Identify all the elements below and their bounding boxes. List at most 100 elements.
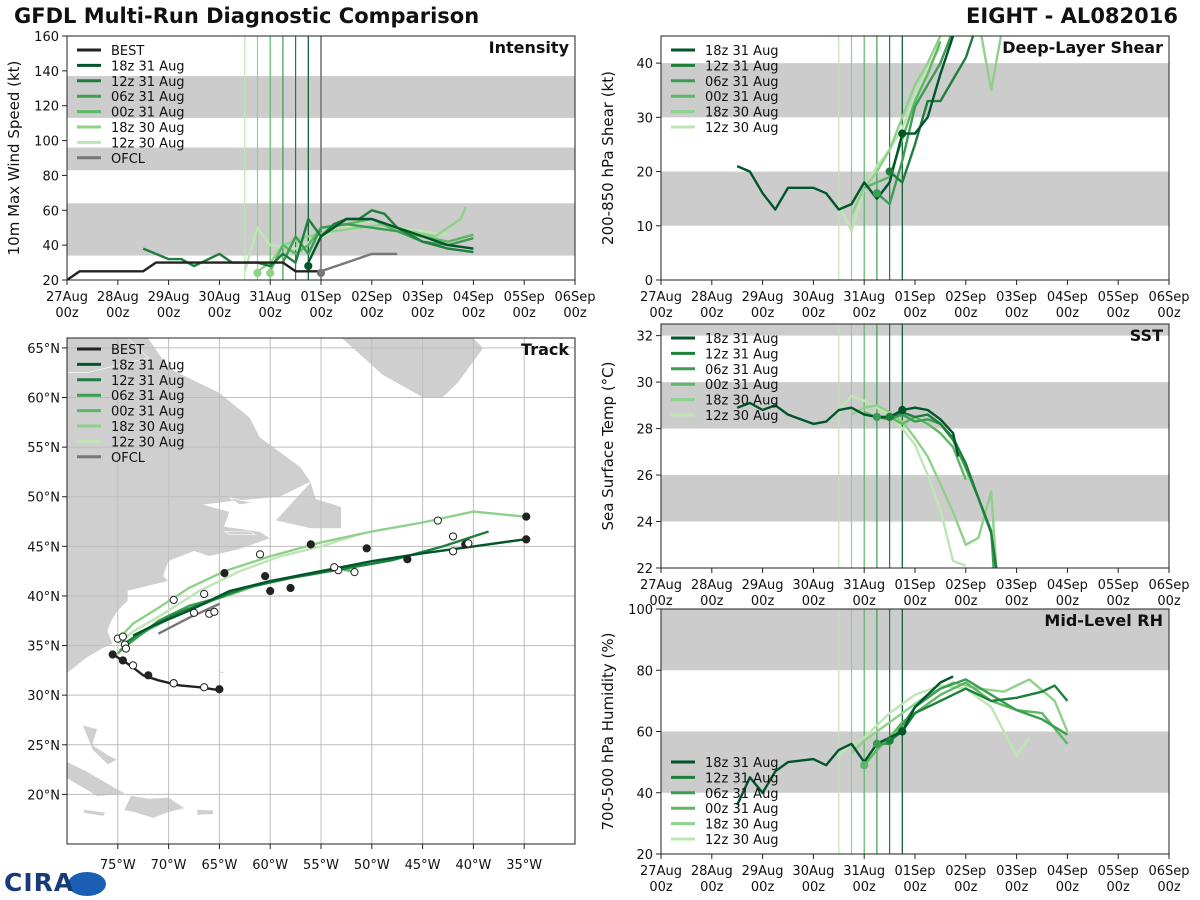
x-tick-label: 00z — [751, 306, 775, 321]
x-tick-label: 00z — [1056, 880, 1080, 895]
x-tick-label: 00z — [55, 306, 79, 321]
track-point — [448, 532, 458, 541]
x-tick-label: 00z — [411, 306, 435, 321]
x-tick-label: 31Aug — [843, 864, 885, 879]
track-point — [362, 544, 371, 553]
legend-label: 06z 31 Aug — [111, 389, 185, 404]
intensity-chart: 2040608010012014016027Aug00z28Aug00z29Au… — [5, 30, 596, 321]
data-point-06z31 — [872, 189, 882, 198]
x-tick-label: 50°W — [354, 858, 390, 873]
x-tick-label: 01Sep — [894, 864, 935, 879]
y-tick-label: 20 — [636, 166, 653, 181]
x-tick-label: 00z — [106, 306, 130, 321]
x-tick-label: 06Sep — [1148, 864, 1189, 879]
x-tick-label: 00z — [1107, 880, 1131, 895]
x-tick-label: 05Sep — [1098, 578, 1139, 593]
x-tick-label: 00z — [1157, 306, 1181, 321]
x-tick-label: 65°W — [201, 858, 237, 873]
land-bermuda — [220, 671, 224, 674]
legend-label: 12z 30 Aug — [705, 121, 779, 136]
series-line-12z30 — [837, 684, 1031, 758]
y-axis-label: 700-500 hPa Humidity (%) — [599, 632, 617, 830]
data-point-06z31 — [872, 412, 882, 422]
track-point — [286, 583, 295, 593]
land-jamaica — [82, 808, 107, 817]
series-line-OFCL — [320, 252, 398, 273]
x-tick-label: 02Sep — [945, 578, 986, 593]
series-line-BEST — [67, 261, 321, 280]
data-point-00z31 — [860, 761, 869, 770]
x-tick-label: 03Sep — [402, 290, 443, 305]
y-tick-label: 55°N — [27, 441, 60, 456]
x-tick-label: 00z — [309, 306, 333, 321]
series-line-18z31 — [307, 217, 474, 264]
legend-label: 12z 30 Aug — [705, 833, 779, 848]
y-tick-label: 60 — [636, 726, 653, 741]
y-tick-label: 25°N — [27, 739, 60, 754]
track-point — [448, 547, 458, 556]
series-line-18z31 — [736, 401, 960, 457]
track-line-18z31 — [132, 538, 525, 637]
x-tick-label: 01Sep — [894, 290, 935, 305]
x-tick-label: 30Aug — [792, 578, 834, 593]
x-tick-label: 00z — [903, 594, 927, 609]
track-point — [433, 516, 442, 525]
x-tick-label: 00z — [954, 306, 978, 321]
track-point — [464, 539, 473, 548]
y-tick-label: 45°N — [27, 540, 60, 555]
data-point-12z31 — [885, 412, 894, 422]
legend-label: 12z 31 Aug — [705, 347, 779, 362]
cira-logo: CIRA — [4, 868, 108, 898]
track-point — [108, 650, 117, 659]
shear-series — [736, 36, 1003, 233]
y-tick-label: 30°N — [27, 689, 60, 704]
legend-label: 00z 31 Aug — [705, 378, 779, 393]
legend-label: 12z 30 Aug — [111, 136, 185, 151]
x-tick-label: 31Aug — [843, 578, 885, 593]
x-tick-label: 00z — [802, 880, 826, 895]
x-tick-label: 06Sep — [1148, 578, 1189, 593]
x-tick-label: 04Sep — [1047, 864, 1088, 879]
legend-label: 18z 31 Aug — [705, 756, 779, 771]
x-tick-label: 30Aug — [792, 290, 834, 305]
x-tick-label: 00z — [954, 880, 978, 895]
x-tick-label: 00z — [1056, 594, 1080, 609]
legend-label: 12z 31 Aug — [705, 771, 779, 786]
land-hispaniola — [123, 795, 186, 819]
data-point-12z31 — [885, 736, 894, 745]
legend-label: 00z 31 Aug — [705, 90, 779, 105]
x-tick-label: 00z — [259, 306, 283, 321]
x-tick-label: 03Sep — [996, 290, 1037, 305]
y-axis-label: 200-850 hPa Shear (kt) — [599, 71, 617, 245]
y-tick-label: 60 — [42, 204, 59, 219]
track-point — [118, 656, 127, 665]
y-tick-label: 100 — [628, 603, 653, 618]
track-point — [522, 512, 531, 521]
x-tick-label: 00z — [649, 306, 673, 321]
y-tick-label: 22 — [636, 562, 653, 577]
intensity-series — [67, 206, 474, 280]
x-tick-label: 29Aug — [742, 578, 784, 593]
data-point-18z31 — [898, 129, 907, 138]
x-tick-label: 00z — [751, 880, 775, 895]
x-tick-label: 00z — [954, 594, 978, 609]
x-tick-label: 00z — [1107, 306, 1131, 321]
panel-title: Track — [521, 340, 569, 359]
y-axis-label: 10m Max Wind Speed (kt) — [5, 61, 23, 256]
data-point-OFCL — [316, 268, 326, 278]
x-tick-label: 29Aug — [742, 864, 784, 879]
x-tick-label: 75°W — [100, 858, 136, 873]
x-tick-label: 00z — [563, 306, 587, 321]
legend-label: 00z 31 Aug — [111, 405, 185, 420]
x-tick-label: 05Sep — [1098, 290, 1139, 305]
series-line-18z31 — [736, 675, 954, 806]
x-tick-label: 00z — [751, 594, 775, 609]
y-tick-label: 40 — [636, 787, 653, 802]
x-tick-label: 03Sep — [996, 864, 1037, 879]
track-chart: 75°W 70°W 65°W 60°W 55°W 50°W 45°W 40°W 35°W 20°N… — [27, 337, 576, 873]
y-tick-label: 40°N — [27, 590, 60, 605]
track-point — [220, 569, 229, 578]
